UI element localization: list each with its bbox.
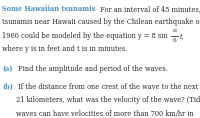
- Text: where y is in feet and t is in minutes.: where y is in feet and t is in minutes.: [2, 45, 128, 53]
- Text: tsunamis near Hawaii caused by the Chilean earthquake of: tsunamis near Hawaii caused by the Chile…: [2, 18, 200, 26]
- Text: Some Hawaiian tsunamis: Some Hawaiian tsunamis: [2, 5, 96, 13]
- Text: For an interval of 45 minutes, the: For an interval of 45 minutes, the: [96, 5, 200, 13]
- Text: (a): (a): [2, 65, 13, 73]
- Text: (b): (b): [2, 83, 13, 91]
- Text: Find the amplitude and period of the waves.: Find the amplitude and period of the wav…: [16, 65, 168, 73]
- Text: 6: 6: [173, 38, 176, 43]
- Text: π: π: [173, 28, 177, 33]
- Text: 21 kilometers, what was the velocity of the wave? (Tidal: 21 kilometers, what was the velocity of …: [16, 96, 200, 104]
- Text: waves can have velocities of more than 700 km/hr in: waves can have velocities of more than 7…: [16, 110, 194, 118]
- Text: 1960 could be modeled by the equation y = 8 sin: 1960 could be modeled by the equation y …: [2, 32, 170, 40]
- Text: t,: t,: [180, 33, 184, 41]
- Text: If the distance from one crest of the wave to the next was: If the distance from one crest of the wa…: [16, 83, 200, 91]
